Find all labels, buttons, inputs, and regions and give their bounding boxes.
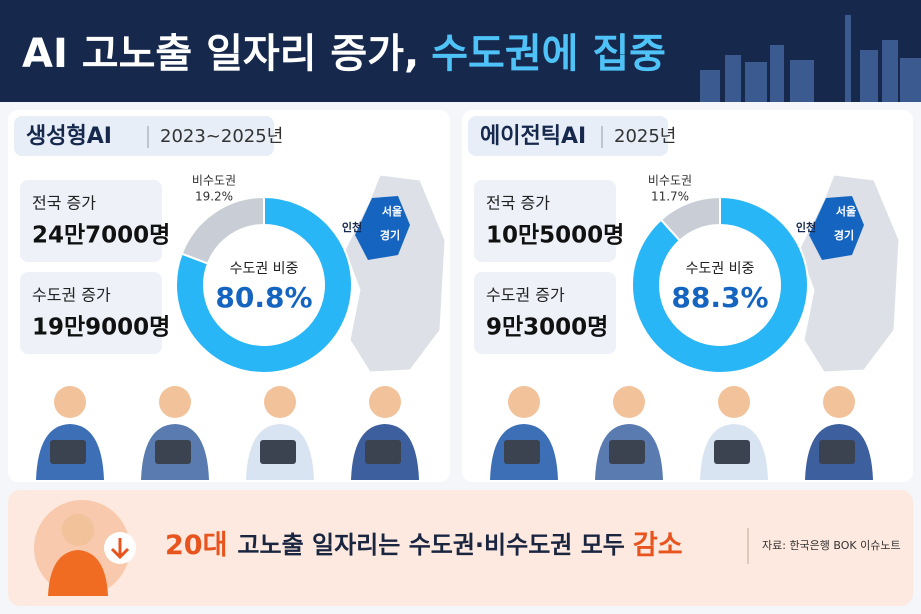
footer-box <box>8 490 913 606</box>
stat-label: 전국 증가 <box>486 194 550 213</box>
map-label: 인천 <box>342 220 362 234</box>
donut-slice <box>180 195 265 265</box>
center-label: 수도권 비중 <box>230 261 299 277</box>
title-main: AI 고노출 일자리 증가, <box>22 31 419 77</box>
person-head <box>718 386 750 418</box>
stat-label: 수도권 증가 <box>486 286 565 305</box>
person-head <box>62 514 94 546</box>
map-label: 서울 <box>836 204 856 218</box>
stat-box <box>474 180 616 262</box>
panel-label: 에이전틱AI <box>480 124 586 149</box>
person-head <box>613 386 645 418</box>
person-head <box>264 386 296 418</box>
donut-slice <box>175 195 353 374</box>
device <box>609 440 645 464</box>
stat-box <box>20 272 162 354</box>
stat-value: 24만7000명 <box>32 223 170 249</box>
slice-name: 비수도권 <box>648 174 692 188</box>
footer-age: 20대 <box>165 530 227 561</box>
person-head <box>369 386 401 418</box>
map-label: 인천 <box>796 220 816 234</box>
slice-name: 비수도권 <box>192 174 236 188</box>
source: 자료: 한국은행 BOK 이슈노트 <box>762 539 901 552</box>
panel-header <box>468 116 668 156</box>
device <box>50 440 86 464</box>
device <box>365 440 401 464</box>
center-label: 수도권 비중 <box>686 261 755 277</box>
map-label: 경기 <box>380 228 400 242</box>
title: AI 고노출 일자리 증가, 수도권에 집중 <box>22 31 666 77</box>
panel-period: 2023~2025년 <box>160 126 283 147</box>
device <box>819 440 855 464</box>
footer-text: 고노출 일자리는 수도권·비수도권 모두 <box>237 531 624 559</box>
down-arrow <box>110 538 130 560</box>
person-body <box>48 550 108 596</box>
map-label: 서울 <box>382 204 402 218</box>
person-head <box>54 386 86 418</box>
donut-slice <box>659 195 721 242</box>
skyline <box>700 15 921 102</box>
stat-box <box>474 272 616 354</box>
device <box>155 440 191 464</box>
stat-value: 9만3000명 <box>486 315 608 341</box>
donut-slice <box>631 195 809 374</box>
map-label: 경기 <box>834 228 854 242</box>
footer-message: 20대 고노출 일자리는 수도권·비수도권 모두 감소 <box>165 530 683 561</box>
header-bar <box>0 0 921 102</box>
person-head <box>823 386 855 418</box>
slice-value: 19.2% <box>195 190 233 204</box>
stat-label: 수도권 증가 <box>32 286 111 305</box>
panel-label: 생성형AI <box>26 124 112 149</box>
panel-header <box>14 116 274 156</box>
slice-value: 11.7% <box>651 190 689 204</box>
stat-box <box>20 180 162 262</box>
center-value: 88.3% <box>671 281 768 314</box>
person-head <box>508 386 540 418</box>
device <box>504 440 540 464</box>
footer-change: 감소 <box>633 530 683 561</box>
stat-value: 19만9000명 <box>32 315 170 341</box>
device <box>714 440 750 464</box>
map-metro <box>809 196 864 260</box>
title-highlight: 수도권에 집중 <box>431 31 666 77</box>
person-head <box>159 386 191 418</box>
map-metro <box>355 196 410 260</box>
stat-label: 전국 증가 <box>32 194 96 213</box>
stat-value: 10만5000명 <box>486 223 624 249</box>
panel-period: 2025년 <box>614 126 676 147</box>
device <box>260 440 296 464</box>
center-value: 80.8% <box>215 281 312 314</box>
